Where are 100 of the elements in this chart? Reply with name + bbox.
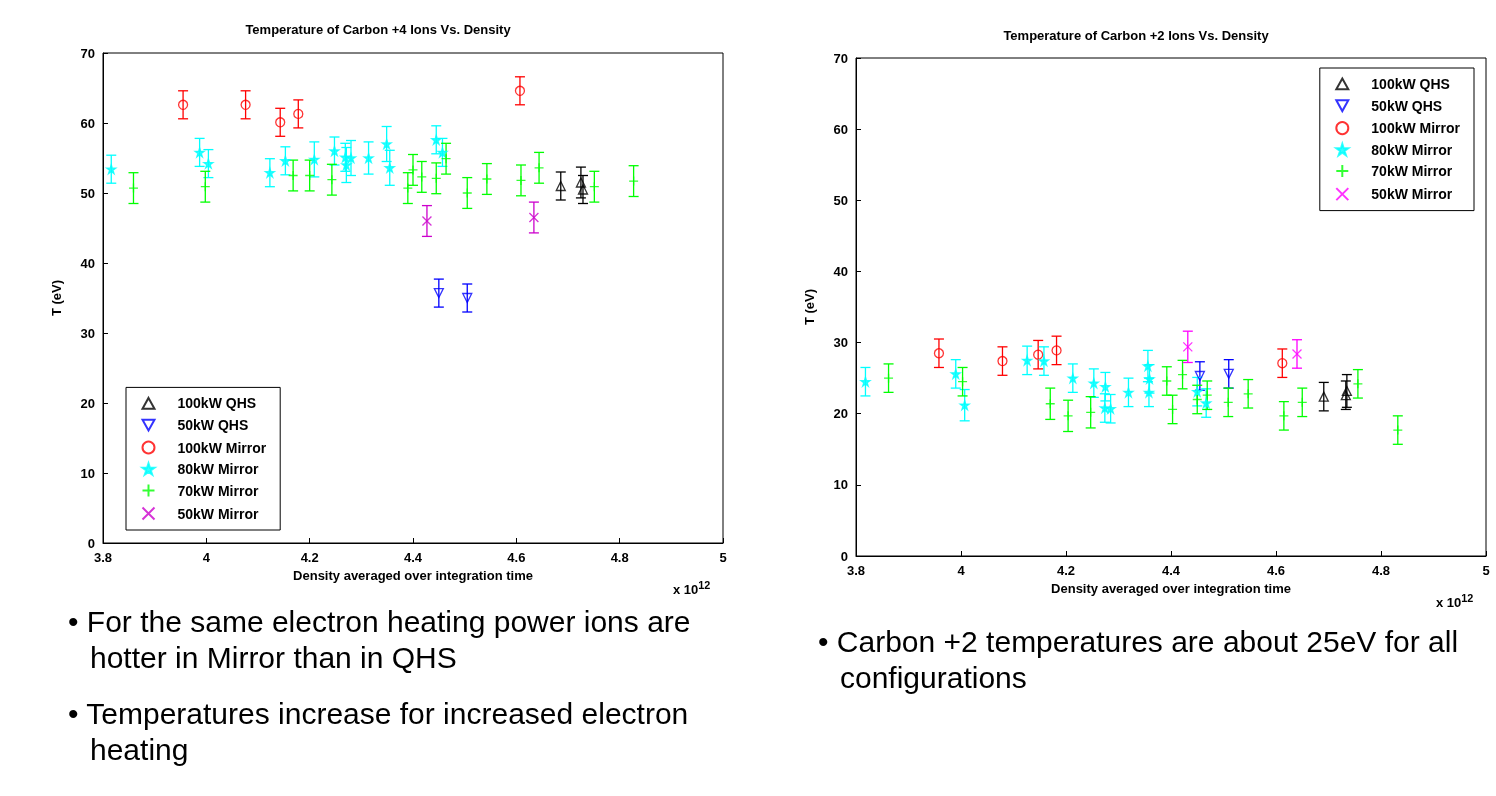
point — [326, 174, 338, 185]
x-tick-label: 4.8 — [1371, 563, 1391, 578]
x-tick-label: 4.6 — [1266, 563, 1286, 578]
point — [860, 376, 871, 387]
point — [363, 152, 374, 164]
point — [1123, 387, 1134, 398]
y-tick-label: 30 — [80, 325, 95, 341]
y-axis-title: T (eV) — [49, 279, 64, 317]
point — [437, 147, 448, 158]
point — [431, 134, 442, 145]
x-tick-label: 5 — [719, 550, 727, 565]
text: x 10$^{12}$ — [673, 579, 711, 598]
y-tick-label: 0 — [87, 535, 95, 551]
point — [287, 170, 299, 181]
y-tick-label: 20 — [80, 395, 95, 411]
legend-label: 100kW QHS — [1371, 75, 1450, 92]
point — [203, 158, 214, 169]
x-tick-label: 5 — [1482, 563, 1490, 578]
point — [106, 164, 117, 175]
legend-label: 100kW Mirror — [1371, 120, 1461, 137]
legend-label: 50kW QHS — [1371, 97, 1443, 114]
point — [1341, 385, 1353, 397]
x-tick-label: 3.8 — [93, 550, 113, 565]
x-tick-label: 4 — [202, 550, 211, 565]
chart-title: Temperature of Carbon +2 Ions Vs. Density — [1003, 28, 1270, 43]
legend-label: 70kW Mirror — [177, 482, 259, 499]
legend-label: 50kW QHS — [177, 417, 249, 434]
chart-title: Temperature of Carbon +4 Ions Vs. Density — [245, 22, 512, 37]
x-tick-label: 4.4 — [1161, 563, 1181, 578]
y-tick-label: 40 — [80, 255, 95, 271]
point — [1033, 349, 1044, 360]
point — [997, 355, 1008, 367]
point — [1291, 348, 1303, 360]
text: x 10$^{12}$ — [1436, 592, 1474, 611]
x-tick-label: 4.8 — [610, 550, 629, 565]
y-tick-label: 10 — [833, 477, 848, 493]
point — [194, 147, 205, 158]
point — [416, 171, 427, 183]
x-axis-title: Density averaged over integration time — [293, 567, 533, 583]
y-tick-label: 50 — [80, 185, 95, 201]
point — [1144, 373, 1155, 384]
point — [959, 400, 970, 411]
point — [1161, 375, 1172, 387]
y-axis-title: T (eV) — [802, 288, 817, 326]
y-tick-label: 30 — [833, 335, 848, 351]
point — [384, 162, 395, 173]
point — [329, 145, 340, 157]
point — [1223, 368, 1234, 380]
point — [275, 117, 286, 128]
point — [177, 99, 189, 110]
point — [533, 162, 545, 173]
point — [555, 180, 566, 192]
x-tick-label: 4 — [957, 563, 966, 578]
text: • Temperatures increase for increased electron heating — [68, 696, 690, 768]
legend-label: 100kW Mirror — [177, 439, 267, 456]
legend-label: 80kW Mirror — [1371, 141, 1453, 158]
point — [407, 164, 419, 176]
legend-label: 50kW Mirror — [177, 505, 259, 522]
point — [264, 167, 276, 178]
point — [1194, 370, 1206, 382]
point — [515, 175, 527, 186]
point — [1277, 358, 1288, 369]
point — [280, 155, 291, 166]
text: • Carbon +2 temperatures are about 25eV for all configurations — [818, 624, 1460, 696]
x-tick-label: 4.2 — [1056, 563, 1076, 578]
point — [1088, 377, 1099, 389]
point — [440, 153, 452, 164]
y-tick-label: 60 — [833, 121, 848, 137]
point — [950, 368, 961, 380]
point — [1062, 410, 1074, 421]
x-tick-label: 3.8 — [846, 563, 866, 578]
point — [514, 85, 526, 96]
y-tick-label: 10 — [80, 465, 95, 481]
point — [528, 212, 540, 223]
text: • For the same electron heating power ions are hotter in Mirror than in QHS — [68, 604, 692, 676]
y-tick-label: 40 — [833, 263, 848, 279]
point — [293, 108, 304, 120]
y-tick-label: 20 — [833, 406, 848, 422]
point — [883, 372, 894, 384]
x-tick-label: 4.4 — [403, 550, 423, 565]
point — [628, 175, 639, 187]
point — [240, 99, 251, 110]
y-tick-label: 50 — [833, 192, 848, 208]
y-tick-label: 70 — [80, 45, 95, 61]
point — [1392, 424, 1403, 436]
point — [309, 154, 320, 165]
point — [1340, 390, 1351, 401]
x-tick-label: 4.6 — [507, 550, 526, 565]
legend-label: 80kW Mirror — [177, 461, 259, 477]
point — [1182, 341, 1193, 352]
point — [575, 177, 587, 188]
point — [1105, 403, 1116, 414]
legend-label: 50kW Mirror — [1371, 186, 1453, 203]
legend-label: 100kW QHS — [177, 395, 257, 412]
point — [1192, 386, 1203, 397]
point — [1038, 355, 1050, 367]
point — [381, 138, 392, 150]
y-tick-label: 70 — [833, 50, 848, 66]
point — [481, 173, 493, 185]
point — [433, 287, 444, 299]
